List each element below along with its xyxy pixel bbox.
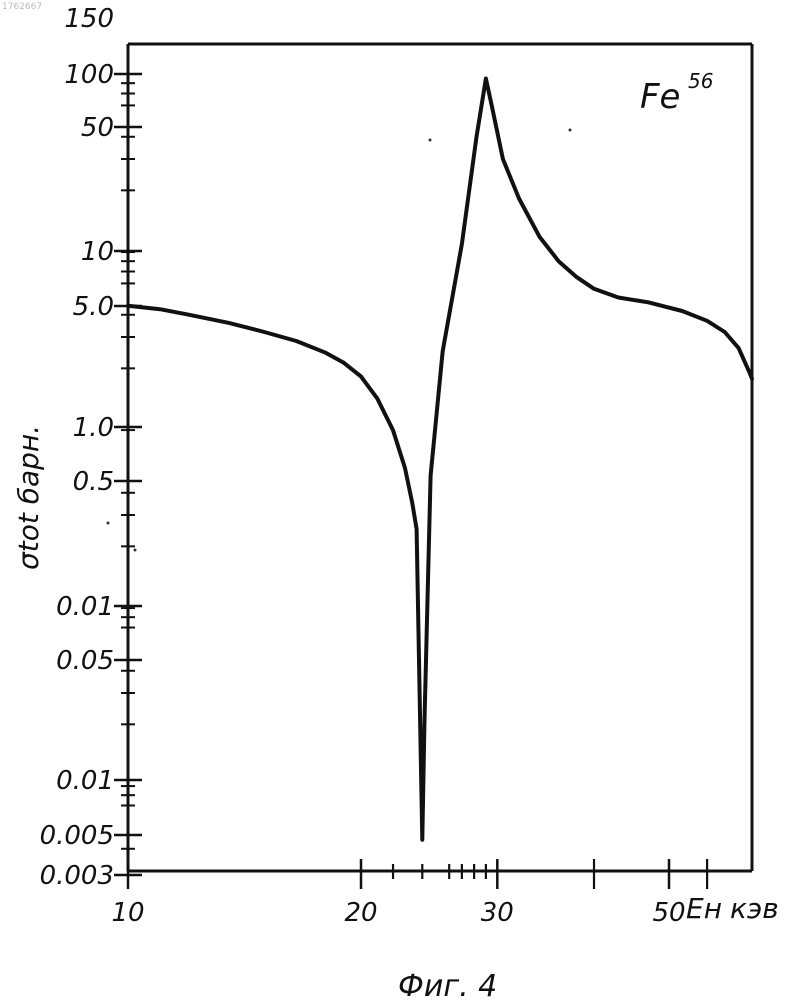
y-tick-label: 0.05	[56, 646, 114, 676]
y-tick-label: 150	[64, 4, 114, 34]
element-superscript: 56	[688, 69, 713, 93]
x-tick-label: 50	[652, 898, 685, 928]
plot-frame	[128, 44, 752, 871]
x-tick-label: 30	[481, 898, 514, 928]
element-label: Fe	[640, 77, 680, 117]
speck-dot	[107, 522, 110, 525]
speck-dot	[429, 139, 432, 142]
series-line-0	[128, 79, 752, 840]
y-tick-label: 0.01	[56, 766, 114, 796]
y-tick-label: 100	[64, 60, 114, 90]
figure-caption: Фиг. 4	[398, 969, 497, 1004]
curve-layer	[107, 79, 753, 840]
y-tick-label: 50	[81, 113, 114, 143]
y-tick-label: 5.0	[73, 292, 114, 322]
speck-dot	[134, 549, 137, 552]
y-axis-label: σtot барн.	[12, 425, 45, 570]
speck-dot	[569, 129, 572, 132]
y-tick-label: 0.005	[40, 821, 114, 851]
y-tick-label: 0.01	[56, 592, 114, 622]
x-tick-label: 10	[111, 898, 144, 928]
y-tick-label: 1.0	[73, 413, 114, 443]
x-axis-label: Eн	[686, 892, 722, 925]
x-axis-ticks: 10 20 30 50	[111, 859, 707, 928]
header-code: 1762667	[2, 2, 42, 12]
x-tick-label: 20	[344, 898, 377, 928]
x-axis-unit: кэв	[730, 892, 779, 925]
y-tick-label: 0.003	[40, 861, 114, 891]
y-tick-label: 0.5	[73, 467, 114, 497]
y-tick-label: 10	[81, 237, 114, 267]
